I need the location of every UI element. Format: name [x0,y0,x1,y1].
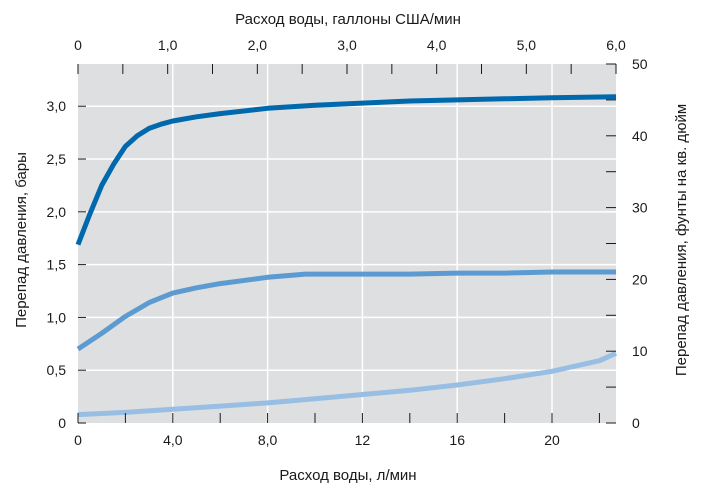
y-right-tick-label: 0 [632,415,640,431]
x-bottom-tick-label: 4,0 [163,432,183,448]
x-top-tick-label: 0 [74,37,82,53]
y-left-tick-label: 0,5 [47,362,67,378]
x-top-tick-label: 6,0 [606,37,626,53]
y-left-tick-label: 2,5 [47,151,67,167]
x-bottom-tick-label: 12 [355,432,371,448]
y-left-tick-label: 0 [58,415,66,431]
y-right-tick-label: 10 [632,343,648,359]
x-axis-bottom-title: Расход воды, л/мин [279,467,416,484]
y-left-tick-label: 3,0 [47,98,67,114]
x-top-tick-label: 3,0 [337,37,357,53]
y-right-tick-label: 40 [632,128,648,144]
x-top-tick-label: 5,0 [517,37,537,53]
x-bottom-tick-label: 20 [544,432,560,448]
plot-background [78,64,616,423]
y-right-tick-label: 20 [632,271,648,287]
y-axis-left-title: Перепад давления, бары [13,152,30,328]
x-axis-top-title: Расход воды, галлоны США/мин [235,11,461,28]
y-left-tick-label: 1,0 [47,309,67,325]
x-bottom-tick-label: 8,0 [258,432,278,448]
y-right-tick-label: 50 [632,56,648,72]
x-top-tick-label: 4,0 [427,37,447,53]
y-left-tick-label: 2,0 [47,204,67,220]
y-left-tick-label: 1,5 [47,257,67,273]
y-axis-right-title: Перепад давления, фунты на кв. дюйм [673,104,690,376]
x-bottom-tick-label: 0 [74,432,82,448]
x-top-tick-label: 1,0 [158,37,178,53]
x-bottom-tick-label: 16 [449,432,465,448]
x-top-tick-label: 2,0 [248,37,268,53]
y-right-tick-label: 30 [632,200,648,216]
